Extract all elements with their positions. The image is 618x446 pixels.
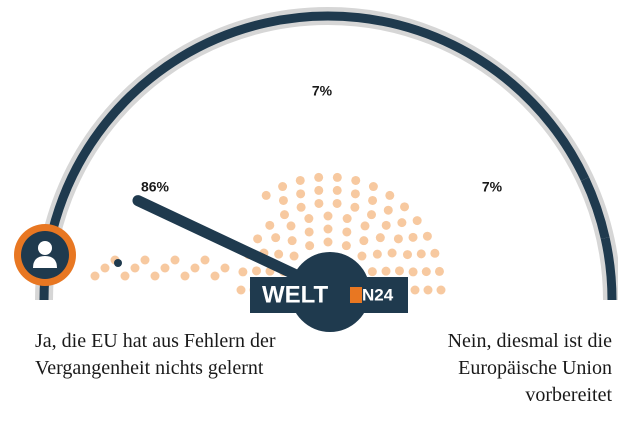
seat-dot — [100, 263, 110, 273]
seat-dot — [367, 210, 376, 220]
seat-dot — [350, 202, 360, 212]
seat-dot — [381, 266, 391, 276]
seat-dot — [280, 210, 289, 220]
seat-dot — [265, 220, 275, 230]
seat-dot — [304, 214, 314, 224]
seat-dot — [295, 175, 305, 185]
gauge-segment — [39, 11, 590, 301]
seat-dot — [323, 224, 333, 234]
seat-dot — [434, 266, 444, 276]
seat-dot — [271, 233, 281, 243]
seat-dot — [287, 236, 297, 246]
seat-dot — [351, 175, 361, 185]
seat-dot — [367, 267, 377, 277]
seat-dot — [368, 182, 378, 192]
seat-dot — [372, 249, 382, 259]
seat-dot — [342, 227, 352, 237]
seat-dot — [314, 198, 324, 208]
seat-dot — [190, 263, 200, 273]
seat-dot — [393, 234, 403, 244]
seat-dot — [305, 241, 315, 251]
marker-dot — [114, 259, 122, 267]
seat-dot — [436, 285, 446, 295]
seat-dot — [253, 234, 263, 244]
seat-dot — [342, 214, 352, 224]
seat-dot — [90, 271, 100, 281]
seat-dot — [210, 271, 220, 281]
seat-dot — [170, 255, 180, 265]
seat-dot — [278, 182, 288, 192]
seat-dot — [296, 202, 306, 212]
value-label: 7% — [482, 179, 503, 195]
logo-name: WELT — [262, 281, 329, 308]
seat-dot — [150, 271, 160, 281]
logo-channel: N24 — [362, 285, 394, 304]
seat-dot — [408, 232, 418, 242]
seat-dot — [180, 271, 190, 281]
gauge-segment — [600, 237, 617, 301]
seat-dot — [412, 216, 422, 226]
user-icon-body — [33, 256, 57, 268]
seat-dot — [416, 249, 426, 259]
seat-dot — [385, 190, 395, 200]
value-label: 86% — [141, 179, 170, 195]
seat-dot — [278, 195, 288, 205]
seat-dot — [341, 241, 351, 251]
seat-dot — [332, 198, 342, 208]
gauge-segment — [580, 177, 610, 240]
seat-dot — [332, 185, 342, 195]
seat-dot — [236, 285, 246, 295]
seat-dot — [238, 267, 248, 277]
seat-dot — [261, 190, 271, 200]
seat-dot — [410, 285, 420, 295]
seat-dot — [421, 267, 431, 277]
user-icon-head — [38, 241, 52, 255]
seat-dot — [296, 189, 306, 199]
seat-dot — [350, 189, 360, 199]
seat-dot — [286, 221, 296, 231]
seat-dot — [323, 237, 333, 247]
seat-dot — [400, 202, 410, 212]
seat-dot — [359, 236, 369, 246]
seat-dot — [274, 249, 284, 259]
seat-dot — [368, 195, 378, 205]
seat-dot — [423, 285, 433, 295]
seat-dot — [120, 271, 130, 281]
seat-dot — [402, 250, 412, 260]
seat-dot — [360, 221, 370, 231]
logo-square — [350, 287, 362, 303]
seat-dot — [381, 220, 391, 230]
category-label: Nein, diesmal ist die Europäische Union … — [447, 330, 612, 406]
seat-dot — [394, 266, 404, 276]
seat-dot — [323, 211, 333, 221]
seat-dot — [375, 233, 385, 243]
category-label: Ja, die EU hat aus Fehlern der Vergangen… — [35, 330, 276, 379]
seat-dot — [130, 263, 140, 273]
seat-dot — [314, 172, 324, 182]
seat-dot — [160, 263, 170, 273]
seat-dot — [252, 266, 262, 276]
seat-dot — [387, 248, 397, 258]
seat-dot — [289, 251, 299, 261]
seat-dot — [357, 251, 367, 261]
seat-dot — [220, 263, 230, 273]
seat-dot — [397, 218, 407, 228]
seat-dot — [383, 205, 393, 215]
logo-box — [250, 277, 408, 313]
seat-dot — [332, 172, 342, 182]
seat-dot — [314, 185, 324, 195]
seat-dot — [304, 227, 314, 237]
seat-dot — [422, 231, 432, 241]
value-label: 7% — [312, 83, 333, 99]
seat-dot — [140, 255, 150, 265]
seat-dot — [430, 248, 440, 258]
seat-dot — [408, 267, 418, 277]
seat-dot — [200, 255, 210, 265]
